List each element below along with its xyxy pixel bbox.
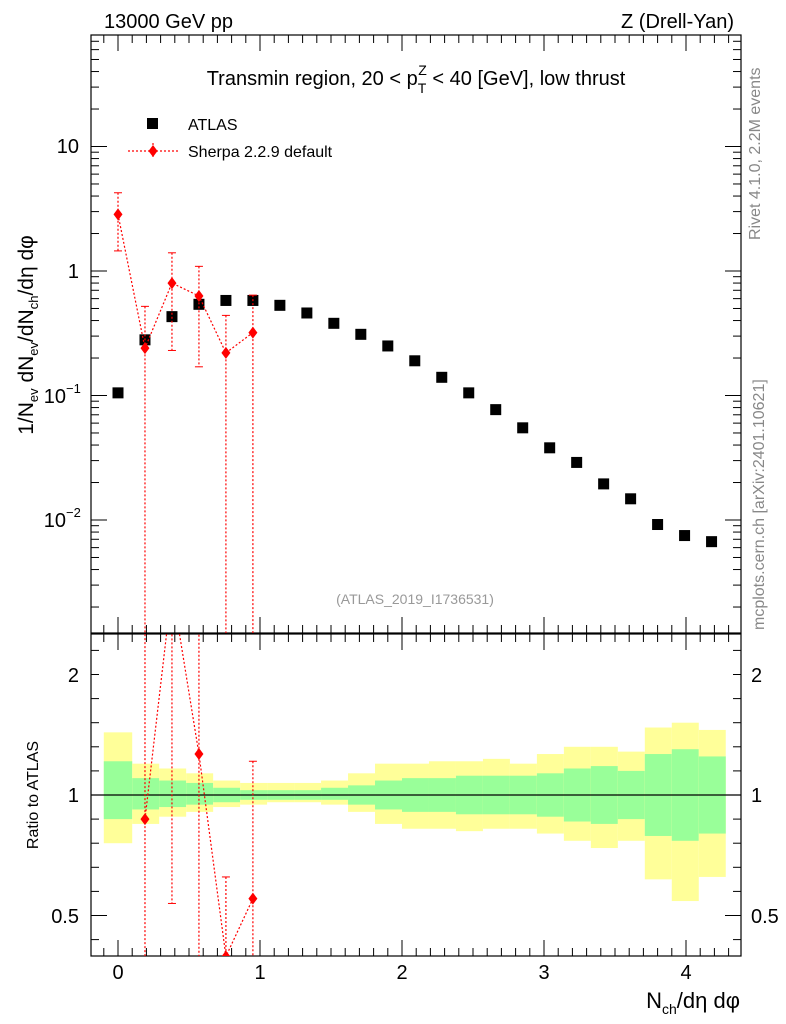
atlas-point-6: [274, 299, 286, 311]
atlas-point-13: [463, 387, 475, 399]
y-tick-labels: 10 1 10 −1 10 −2: [44, 136, 81, 532]
sherpa-ratio-point-2: [194, 748, 204, 761]
x-tick-labels: 0 1 2 3 4: [112, 962, 691, 984]
ratio-tick-2-left: 2: [68, 665, 79, 687]
atlas-point-8: [328, 317, 340, 329]
ratio-axis-title: Ratio to ATLAS: [25, 741, 42, 849]
chart-title: Transmin region, 20 < pTZ < 40 [GeV], lo…: [207, 62, 626, 96]
ratio-uncertainty-bands: [103, 722, 726, 902]
atlas-series: [112, 294, 718, 548]
title-part-2: < 40 [GeV], low thrust: [427, 68, 626, 90]
ratio-band-inner-2: [159, 780, 187, 808]
ratio-tick-0.5-left: 0.5: [51, 906, 79, 928]
atlas-point-11: [409, 355, 421, 367]
atlas-point-18: [598, 478, 610, 490]
title-part-1: Transmin region, 20 < p: [207, 68, 418, 90]
sherpa-ratio-point-3: [221, 950, 231, 956]
sherpa-point-1: [140, 342, 150, 355]
y-tick-0.1: 10: [44, 386, 66, 408]
legend-sherpa-label: Sherpa 2.2.9 default: [188, 144, 333, 161]
y-tick-0.1-exp: −1: [66, 381, 81, 396]
title-sup-z: Z: [418, 62, 427, 78]
legend-sherpa-marker: [148, 145, 158, 157]
atlas-point-4: [220, 294, 232, 306]
ratio-tick-0.5-right: 0.5: [751, 906, 779, 928]
sherpa-ratio-point-0: [140, 813, 150, 826]
y-tick-10: 10: [57, 136, 79, 158]
atlas-point-21: [679, 530, 691, 542]
sherpa-point-2: [167, 277, 177, 290]
legend-atlas-label: ATLAS: [188, 117, 238, 134]
atlas-point-2: [166, 311, 178, 323]
legend-atlas-marker: [147, 118, 158, 129]
ratio-tick-2-right: 2: [751, 665, 762, 687]
ratio-tick-labels: 2 1 0.5 2 1 0.5: [51, 665, 779, 928]
x-tick-0: 0: [112, 962, 123, 984]
axis-ticks: [91, 35, 741, 956]
atlas-point-10: [382, 340, 394, 352]
x-tick-4: 4: [680, 962, 691, 984]
y-tick-1: 1: [68, 261, 79, 283]
ratio-band-inner-8: [321, 787, 349, 800]
atlas-point-15: [517, 422, 529, 434]
x-tick-3: 3: [538, 962, 549, 984]
sherpa-ratio-point-1: [167, 582, 176, 594]
sherpa-line: [117, 214, 254, 354]
sherpa-point-3: [194, 289, 204, 302]
ratio-band-inner-1: [132, 778, 160, 810]
atlas-point-17: [571, 456, 583, 468]
mcplots-source-note: mcplots.cern.ch [arXiv:2401.10621]: [751, 379, 768, 630]
ratio-tick-1-left: 1: [68, 785, 79, 807]
atlas-point-7: [301, 307, 313, 319]
sherpa-series: [113, 192, 258, 633]
atlas-point-14: [490, 404, 502, 416]
sherpa-point-0: [113, 208, 123, 221]
sherpa-ratio-series: [140, 582, 258, 956]
sherpa-point-5: [248, 326, 258, 339]
title-sub-t: T: [418, 80, 427, 96]
atlas-point-16: [544, 442, 556, 454]
atlas-point-9: [355, 328, 367, 340]
x-tick-1: 1: [254, 962, 265, 984]
header-process: Z (Drell-Yan): [621, 11, 734, 33]
sherpa-ratio-point-4: [248, 892, 258, 905]
ratio-band-inner-3: [186, 782, 214, 805]
ratio-tick-1-right: 1: [751, 785, 762, 807]
sherpa-point-4: [221, 346, 231, 359]
ratio-band-inner-0: [103, 761, 133, 820]
y-tick-0.01-exp: −2: [66, 505, 81, 520]
legend: ATLAS Sherpa 2.2.9 default: [128, 117, 333, 161]
atlas-point-20: [652, 519, 664, 531]
atlas-point-0: [112, 387, 124, 399]
rivet-version-note: Rivet 4.1.0, 2.2M events: [747, 67, 764, 240]
x-tick-2: 2: [396, 962, 407, 984]
y-axis-title: 1/Nev dNev/dNch/dη dφ: [15, 235, 41, 435]
atlas-point-12: [436, 371, 448, 383]
atlas-point-22: [706, 536, 718, 548]
atlas-point-19: [625, 493, 637, 505]
header-energy: 13000 GeV pp: [104, 11, 233, 33]
y-tick-0.01: 10: [44, 510, 66, 532]
x-axis-title: Nch/dη dφ: [646, 988, 740, 1017]
analysis-tag: (ATLAS_2019_I1736531): [336, 591, 494, 607]
